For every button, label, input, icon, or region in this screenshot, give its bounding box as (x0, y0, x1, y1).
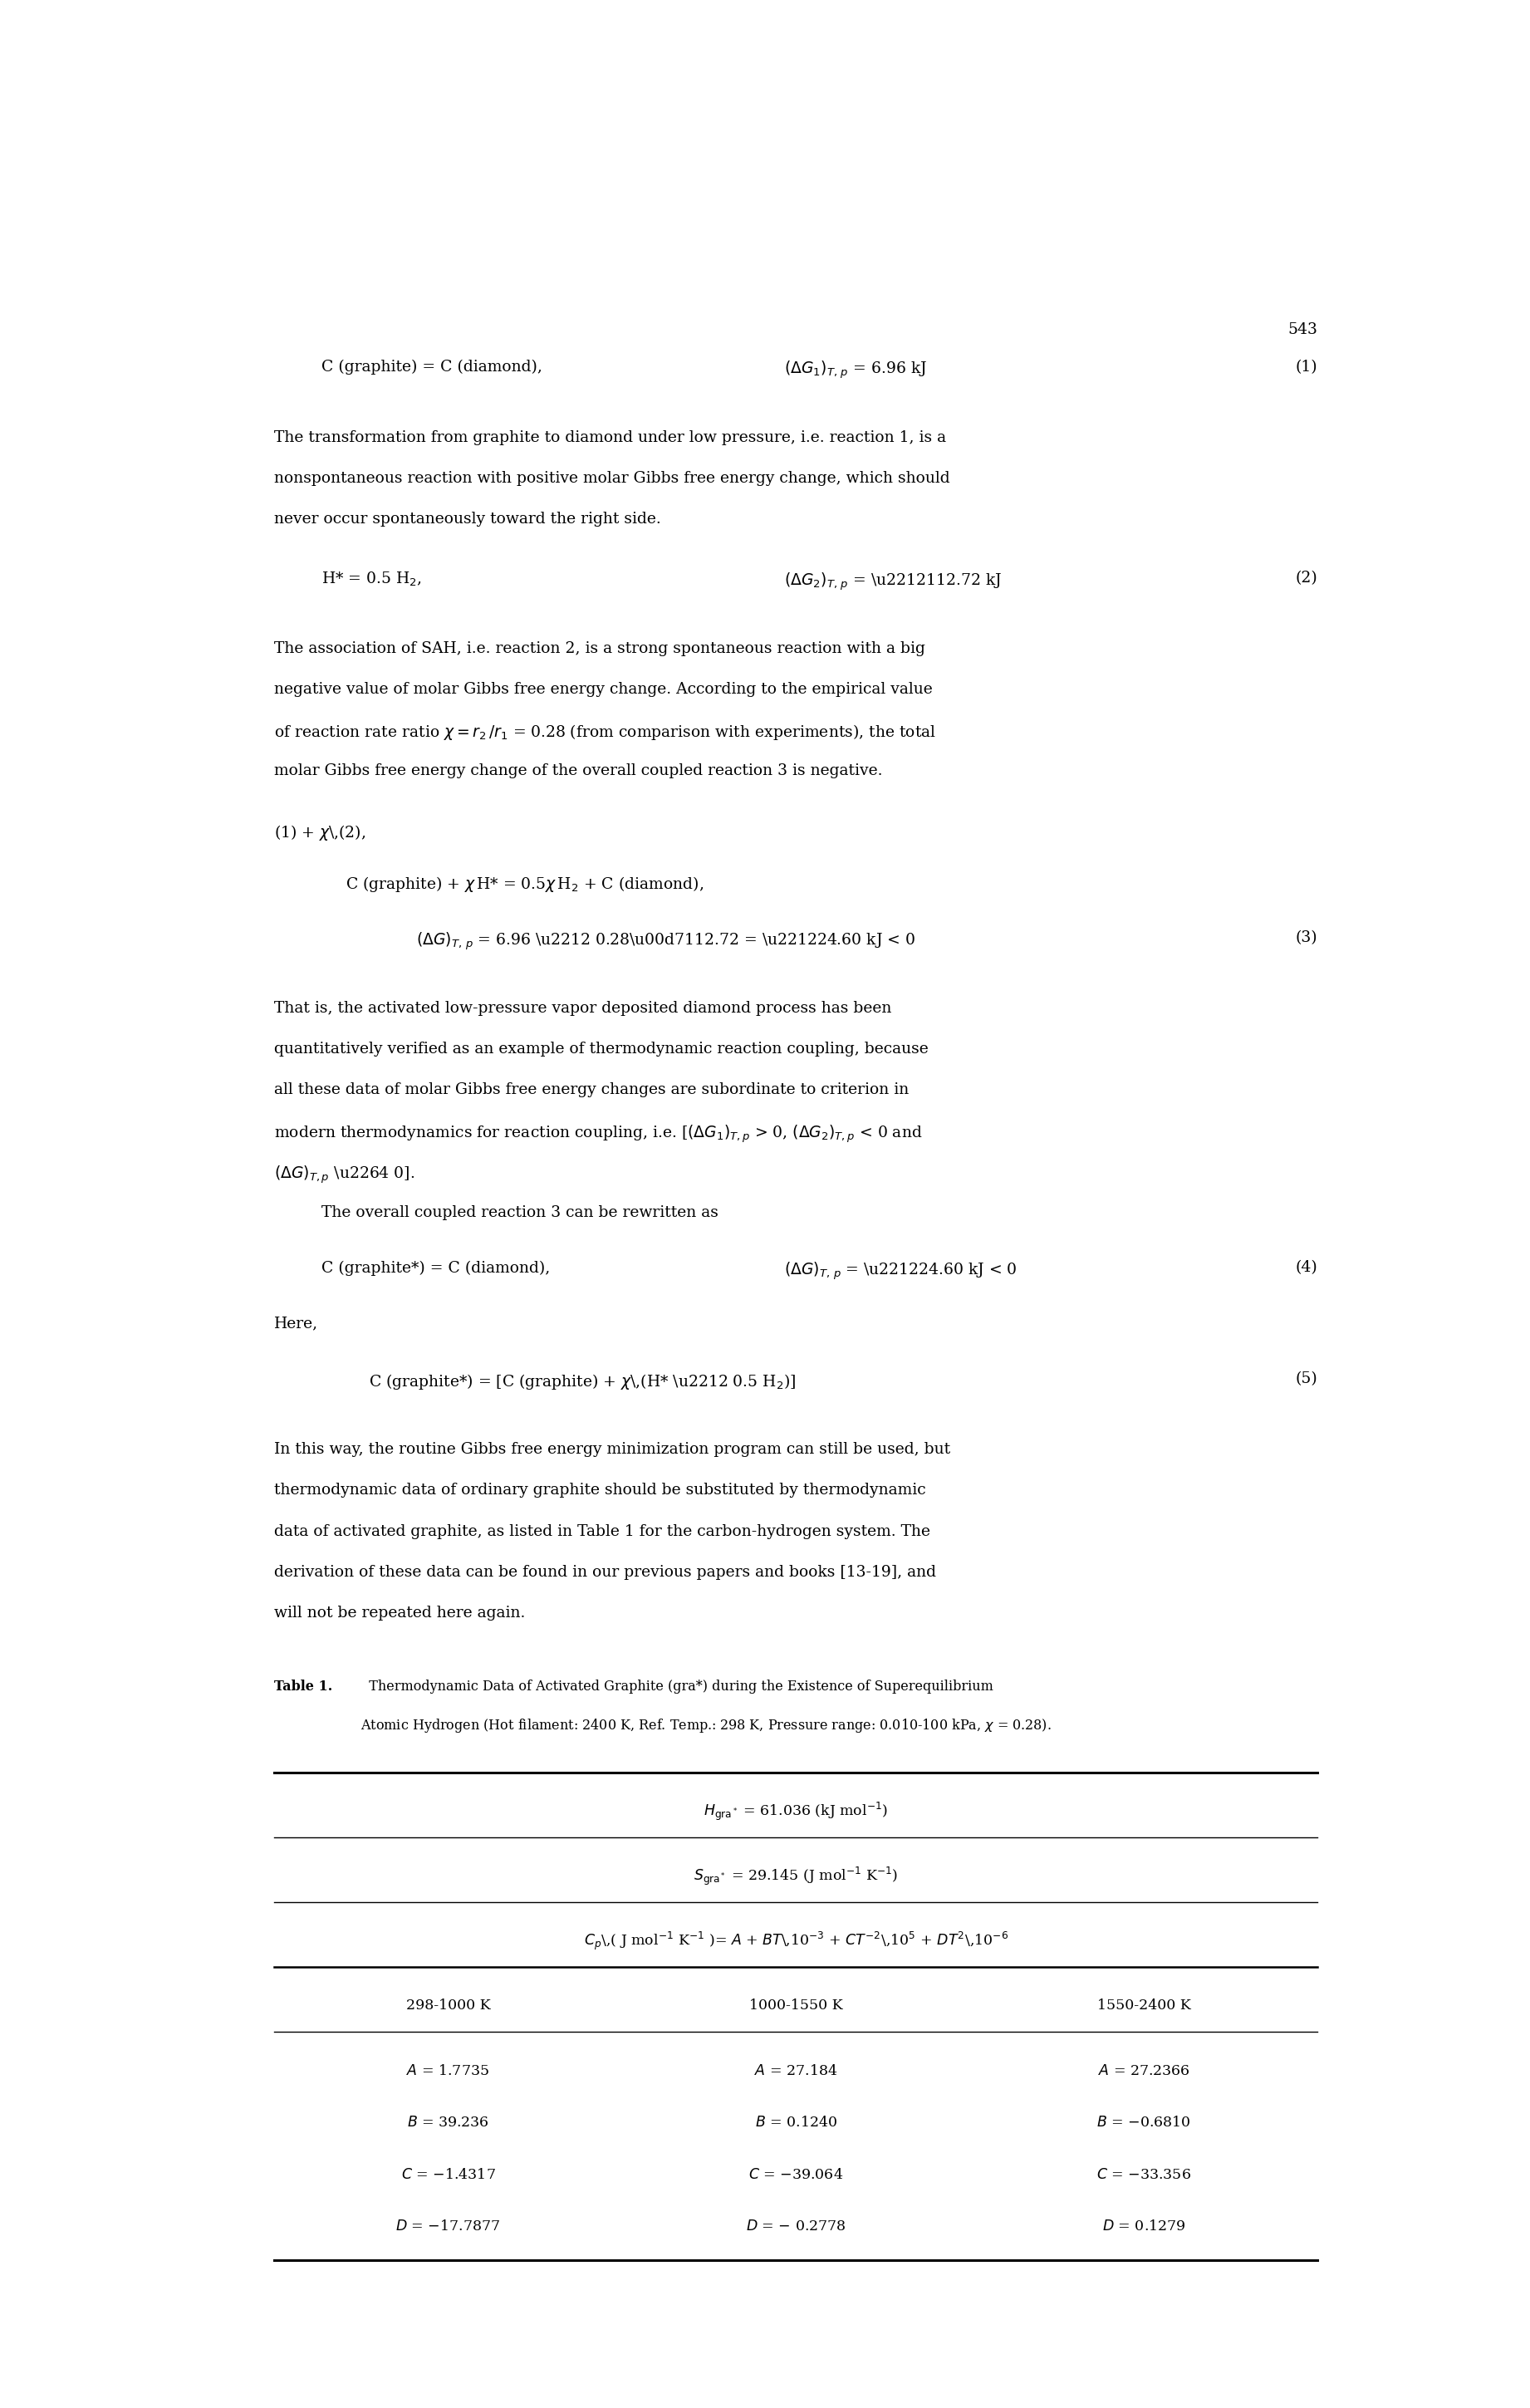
Text: The association of SAH, i.e. reaction 2, is a strong spontaneous reaction with a: The association of SAH, i.e. reaction 2,… (274, 641, 926, 657)
Text: In this way, the routine Gibbs free energy minimization program can still be use: In this way, the routine Gibbs free ener… (274, 1442, 950, 1457)
Text: 1000-1550 K: 1000-1550 K (750, 1999, 843, 2013)
Text: $A$ = 1.7735: $A$ = 1.7735 (407, 2064, 490, 2078)
Text: (2): (2) (1296, 571, 1317, 585)
Text: (4): (4) (1296, 1259, 1317, 1276)
Text: never occur spontaneously toward the right side.: never occur spontaneously toward the rig… (274, 510, 661, 527)
Text: Table 1.: Table 1. (274, 1681, 332, 1693)
Text: 543: 543 (1288, 323, 1317, 337)
Text: That is, the activated low-pressure vapor deposited diamond process has been: That is, the activated low-pressure vapo… (274, 1002, 892, 1016)
Text: Here,: Here, (274, 1317, 318, 1332)
Text: all these data of molar Gibbs free energy changes are subordinate to criterion i: all these data of molar Gibbs free energ… (274, 1084, 909, 1098)
Text: $D$ = $-$ 0.2778: $D$ = $-$ 0.2778 (747, 2220, 846, 2235)
Text: quantitatively verified as an example of thermodynamic reaction coupling, becaus: quantitatively verified as an example of… (274, 1043, 929, 1057)
Text: C (graphite) + $\chi\,$H* = 0.5$\chi\,$H$_2$ + C (diamond),: C (graphite) + $\chi\,$H* = 0.5$\chi\,$H… (346, 874, 704, 893)
Text: $B$ = $-$0.6810: $B$ = $-$0.6810 (1097, 2117, 1190, 2129)
Text: $D$ = $-$17.7877: $D$ = $-$17.7877 (396, 2220, 500, 2235)
Text: $(\Delta G)_{T,\,p}$ = 6.96 \u2212 0.28\u00d7112.72 = \u221224.60 kJ < 0: $(\Delta G)_{T,\,p}$ = 6.96 \u2212 0.28\… (416, 929, 916, 951)
Text: $C$ = $-$33.356: $C$ = $-$33.356 (1097, 2167, 1192, 2182)
Text: data of activated graphite, as listed in Table 1 for the carbon-hydrogen system.: data of activated graphite, as listed in… (274, 1524, 930, 1539)
Text: derivation of these data can be found in our previous papers and books [13-19], : derivation of these data can be found in… (274, 1565, 936, 1580)
Text: $(\Delta G)_{T,p}$ \u2264 0].: $(\Delta G)_{T,p}$ \u2264 0]. (274, 1163, 415, 1185)
Text: $A$ = 27.2366: $A$ = 27.2366 (1099, 2064, 1190, 2078)
Text: 298-1000 K: 298-1000 K (405, 1999, 491, 2013)
Text: of reaction rate ratio $\chi = r_2\,/r_1$ = 0.28 (from comparison with experimen: of reaction rate ratio $\chi = r_2\,/r_1… (274, 722, 936, 742)
Text: C (graphite*) = C (diamond),: C (graphite*) = C (diamond), (321, 1259, 551, 1276)
Text: Atomic Hydrogen (Hot filament: 2400 K, Ref. Temp.: 298 K, Pressure range: 0.010-: Atomic Hydrogen (Hot filament: 2400 K, R… (361, 1717, 1051, 1734)
Text: molar Gibbs free energy change of the overall coupled reaction 3 is negative.: molar Gibbs free energy change of the ov… (274, 763, 883, 778)
Text: $B$ = 39.236: $B$ = 39.236 (407, 2117, 490, 2129)
Text: C (graphite*) = [C (graphite) + $\chi$\,(H* \u2212 0.5 H$_2$)]: C (graphite*) = [C (graphite) + $\chi$\,… (369, 1373, 796, 1392)
Text: (3): (3) (1296, 929, 1317, 946)
Text: H* = 0.5 H$_2$,: H* = 0.5 H$_2$, (321, 571, 422, 588)
Text: $H_{\mathrm{gra^*}}$ = 61.036 (kJ mol$^{-1}$): $H_{\mathrm{gra^*}}$ = 61.036 (kJ mol$^{… (704, 1801, 889, 1823)
Text: The transformation from graphite to diamond under low pressure, i.e. reaction 1,: The transformation from graphite to diam… (274, 431, 947, 445)
Text: C (graphite) = C (diamond),: C (graphite) = C (diamond), (321, 359, 543, 376)
Text: modern thermodynamics for reaction coupling, i.e. [$(\Delta G_1)_{T,p}$ > 0, $(\: modern thermodynamics for reaction coupl… (274, 1125, 923, 1144)
Text: $D$ = 0.1279: $D$ = 0.1279 (1102, 2220, 1186, 2235)
Text: (1): (1) (1296, 359, 1317, 373)
Text: thermodynamic data of ordinary graphite should be substituted by thermodynamic: thermodynamic data of ordinary graphite … (274, 1483, 926, 1498)
Text: $S_{\mathrm{gra^*}}$ = 29.145 (J mol$^{-1}$ K$^{-1}$): $S_{\mathrm{gra^*}}$ = 29.145 (J mol$^{-… (693, 1866, 898, 1888)
Text: will not be repeated here again.: will not be repeated here again. (274, 1606, 525, 1621)
Text: Thermodynamic Data of Activated Graphite (gra*) during the Existence of Superequ: Thermodynamic Data of Activated Graphite… (361, 1681, 993, 1693)
Text: (5): (5) (1296, 1373, 1317, 1387)
Text: The overall coupled reaction 3 can be rewritten as: The overall coupled reaction 3 can be re… (321, 1204, 719, 1221)
Text: 1550-2400 K: 1550-2400 K (1097, 1999, 1190, 2013)
Text: $C$ = $-$1.4317: $C$ = $-$1.4317 (401, 2167, 496, 2182)
Text: $B$ = 0.1240: $B$ = 0.1240 (754, 2117, 837, 2129)
Text: $C_p$\,( J mol$^{-1}$ K$^{-1}$ )= $A$ + $BT$\,10$^{-3}$ + $CT^{-2}$\,10$^{5}$ + : $C_p$\,( J mol$^{-1}$ K$^{-1}$ )= $A$ + … (584, 1931, 1008, 1953)
Text: nonspontaneous reaction with positive molar Gibbs free energy change, which shou: nonspontaneous reaction with positive mo… (274, 470, 950, 486)
Text: $C$ = $-$39.064: $C$ = $-$39.064 (748, 2167, 843, 2182)
Text: $(\Delta G_2)_{T,\,p}$ = \u2212112.72 kJ: $(\Delta G_2)_{T,\,p}$ = \u2212112.72 kJ (783, 571, 1002, 592)
Text: (1) + $\chi$\,(2),: (1) + $\chi$\,(2), (274, 824, 366, 843)
Text: negative value of molar Gibbs free energy change. According to the empirical val: negative value of molar Gibbs free energ… (274, 681, 933, 696)
Text: $(\Delta G)_{T,\,p}$ = \u221224.60 kJ < 0: $(\Delta G)_{T,\,p}$ = \u221224.60 kJ < … (783, 1259, 1017, 1281)
Text: $(\Delta G_1)_{T,\,p}$ = 6.96 kJ: $(\Delta G_1)_{T,\,p}$ = 6.96 kJ (783, 359, 927, 380)
Text: $A$ = 27.184: $A$ = 27.184 (754, 2064, 837, 2078)
